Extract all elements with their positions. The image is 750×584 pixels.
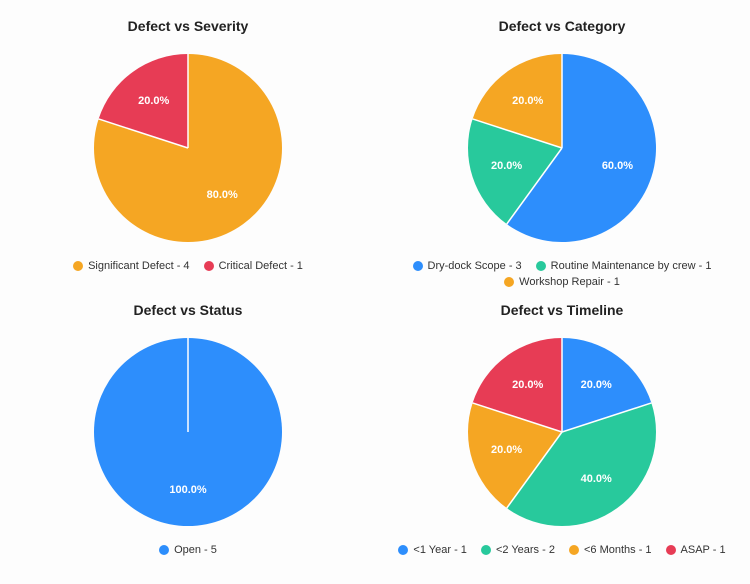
legend-swatch: [413, 261, 423, 271]
legend-swatch: [666, 545, 676, 555]
legend-label: <6 Months - 1: [584, 544, 652, 556]
legend-item: Significant Defect - 4: [73, 260, 190, 272]
pie-timeline: 20.0% 40.0% 20.0% 20.0%: [462, 332, 662, 532]
legend-item: <1 Year - 1: [398, 544, 467, 556]
chart-category: Defect vs Category 60.0% 20.0% 20.0% Dry-d…: [390, 12, 734, 288]
legend-label: Routine Maintenance by crew - 1: [551, 260, 712, 272]
legend-label: Open - 5: [174, 544, 217, 556]
chart-timeline: Defect vs Timeline 20.0% 40.0% 20.0%20.0% …: [390, 296, 734, 556]
legend-label: Critical Defect - 1: [219, 260, 303, 272]
slice-label: 40.0%: [581, 473, 612, 485]
legend-item: Critical Defect - 1: [204, 260, 303, 272]
legend-timeline: <1 Year - 1 <2 Years - 2 <6 Months - 1 ASAP…: [398, 544, 725, 556]
slice-label: 80.0%: [207, 189, 238, 201]
legend-item: <6 Months - 1: [569, 544, 652, 556]
pie-severity: 80.0% 20.0%: [88, 48, 288, 248]
legend-swatch: [398, 545, 408, 555]
legend-swatch: [481, 545, 491, 555]
legend-label: <1 Year - 1: [413, 544, 467, 556]
legend-item: ASAP - 1: [666, 544, 726, 556]
legend-severity: Significant Defect - 4 Critical Defect - …: [73, 260, 303, 272]
legend-item: Dry-dock Scope - 3: [413, 260, 522, 272]
legend-swatch: [504, 277, 514, 287]
slice-label: 20.0%: [138, 95, 169, 107]
pie-category: 60.0% 20.0% 20.0%: [462, 48, 662, 248]
legend-status: Open - 5: [159, 544, 217, 556]
chart-title: Defect vs Severity: [128, 18, 249, 34]
pie-status: 100.0%: [88, 332, 288, 532]
legend-swatch: [73, 261, 83, 271]
legend-item: Routine Maintenance by crew - 1: [536, 260, 712, 272]
legend-swatch: [569, 545, 579, 555]
legend-label: Workshop Repair - 1: [519, 276, 620, 288]
legend-label: Dry-dock Scope - 3: [428, 260, 522, 272]
chart-title: Defect vs Timeline: [501, 302, 624, 318]
legend-item: Workshop Repair - 1: [504, 276, 620, 288]
legend-swatch: [159, 545, 169, 555]
legend-category: Dry-dock Scope - 3 Routine Maintenance by…: [397, 260, 727, 288]
legend-item: Open - 5: [159, 544, 217, 556]
slice-label: 60.0%: [602, 160, 633, 172]
charts-grid: Defect vs Severity 80.0% 20.0% Significan…: [16, 12, 734, 556]
legend-swatch: [204, 261, 214, 271]
slice-label: 20.0%: [581, 379, 612, 391]
slice-label: 20.0%: [512, 379, 543, 391]
legend-label: ASAP - 1: [681, 544, 726, 556]
legend-label: Significant Defect - 4: [88, 260, 190, 272]
chart-severity: Defect vs Severity 80.0% 20.0% Significan…: [16, 12, 360, 288]
chart-status: Defect vs Status 100.0% Open - 5: [16, 296, 360, 556]
slice-label: 100.0%: [169, 484, 207, 496]
slice-label: 20.0%: [512, 95, 543, 107]
slice-label: 20.0%: [491, 160, 522, 172]
chart-title: Defect vs Status: [134, 302, 243, 318]
legend-item: <2 Years - 2: [481, 544, 555, 556]
legend-swatch: [536, 261, 546, 271]
chart-title: Defect vs Category: [499, 18, 626, 34]
legend-label: <2 Years - 2: [496, 544, 555, 556]
slice-label: 20.0%: [491, 444, 522, 456]
